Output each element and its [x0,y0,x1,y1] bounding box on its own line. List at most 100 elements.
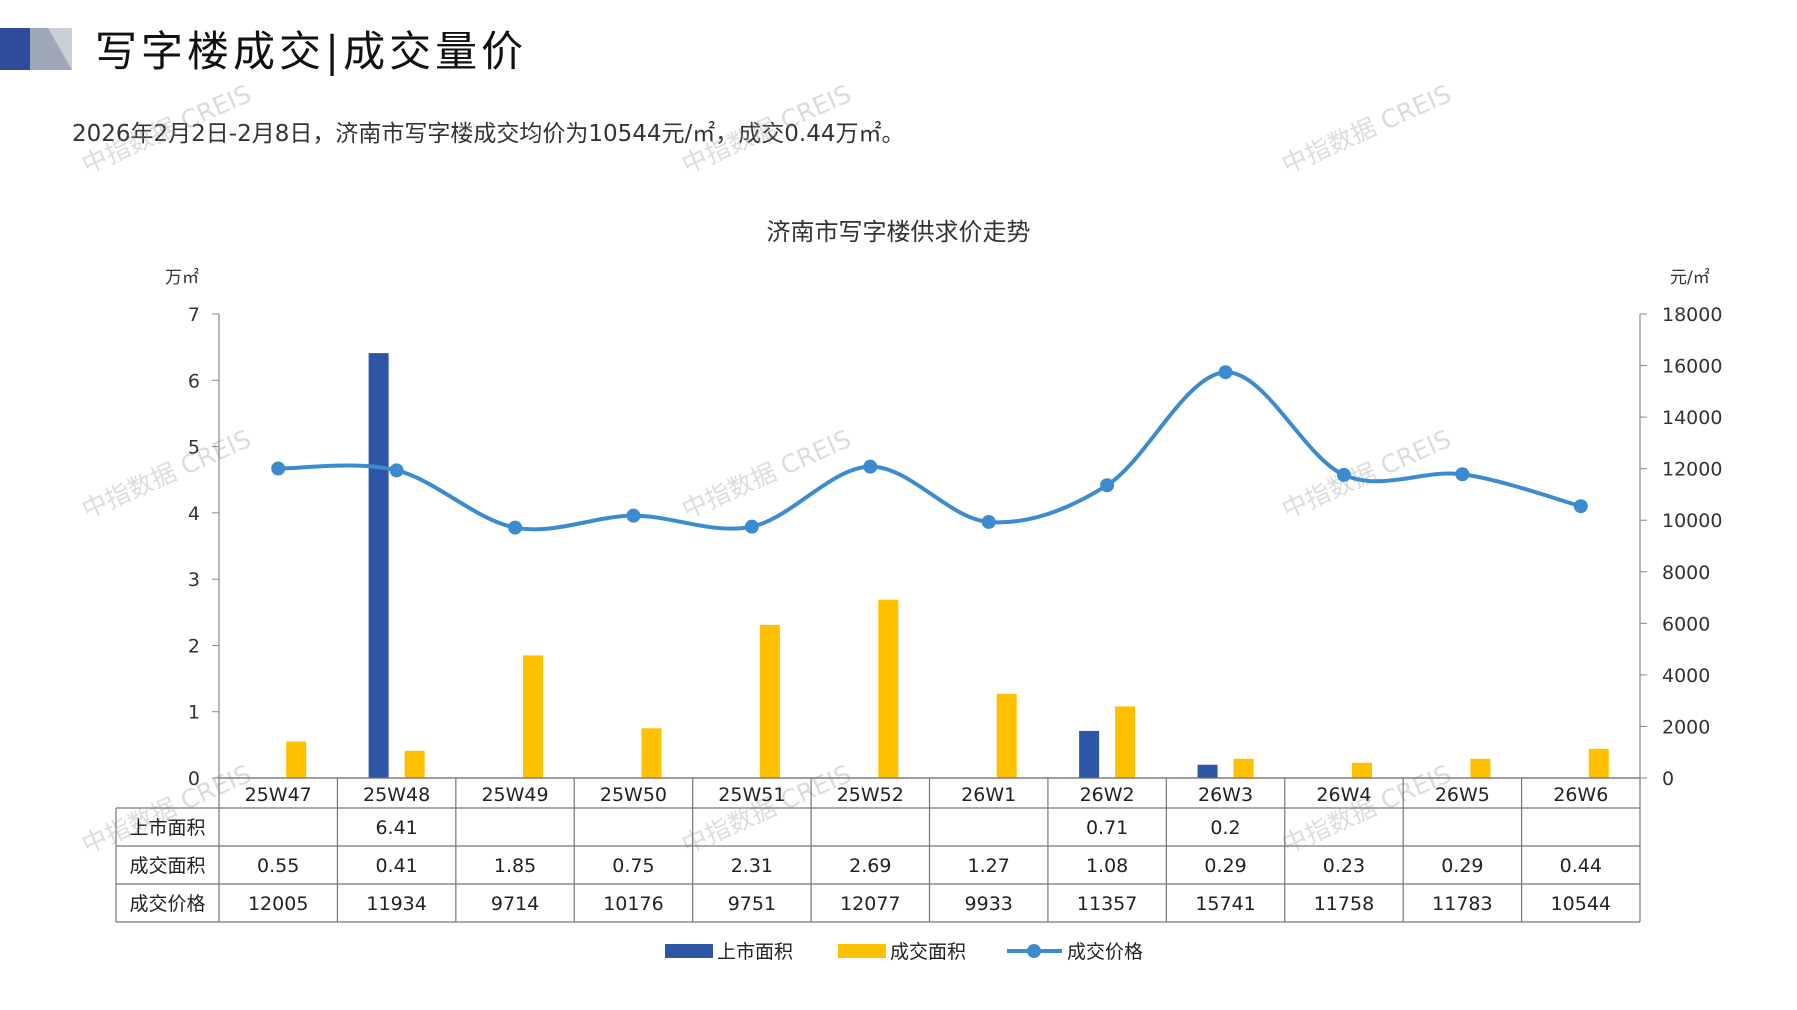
table-cell: 11357 [1077,893,1137,915]
table-cell: 9751 [728,893,776,915]
legend-label: 上市面积 [717,941,793,963]
table-cell: 0.55 [257,855,299,877]
x-category-label: 25W51 [718,784,785,806]
y-right-tick-label: 18000 [1662,304,1722,326]
price-point [1336,467,1351,482]
y-right-tick-label: 2000 [1662,716,1710,738]
price-point [508,520,523,535]
logo-mark [0,28,72,70]
chart-title: 济南市写字楼供求价走势 [766,218,1031,246]
price-point [626,508,641,523]
y-right-tick-label: 4000 [1662,665,1710,687]
bar-deal-area [641,728,662,778]
summary-text: 2026年2月2日-2月8日，济南市写字楼成交均价为10544元/㎡，成交0.4… [72,121,905,147]
y-right-tick-label: 10000 [1662,510,1722,532]
table-cell: 10176 [603,893,663,915]
y-right-tick-label: 12000 [1662,459,1722,481]
bar-deal-area [759,624,780,778]
x-category-label: 25W47 [245,784,312,806]
bar-deal-area [1115,706,1136,778]
x-category-label: 26W3 [1198,784,1253,806]
price-point [744,519,759,534]
price-line [278,370,1582,532]
x-category-label: 26W4 [1316,784,1371,806]
y-left-tick-label: 4 [188,503,200,525]
table-cell: 0.44 [1560,855,1602,877]
y-left-tick-label: 6 [188,370,200,392]
table-cell: 1.08 [1086,855,1128,877]
y-right-tick-label: 16000 [1662,356,1722,378]
y-left-tick-label: 0 [188,768,200,790]
x-category-label: 25W50 [600,784,667,806]
y-left-tick-label: 2 [188,635,200,657]
table-cell: 0.23 [1323,855,1365,877]
y-left-tick-label: 7 [188,304,200,326]
table-cell: 9933 [965,893,1013,915]
legend-label: 成交价格 [1067,941,1143,963]
table-cell: 1.85 [494,855,536,877]
table-cell: 0.71 [1086,817,1128,839]
table-cell: 0.29 [1441,855,1483,877]
table-cell: 11934 [366,893,426,915]
table-cell: 0.29 [1204,855,1246,877]
x-category-label: 26W5 [1435,784,1490,806]
bar-deal-area [404,750,425,778]
bar-deal-area [286,741,307,778]
price-point [271,461,286,476]
x-category-label: 26W1 [961,784,1016,806]
price-point [1218,365,1233,380]
y-left-tick-label: 3 [188,569,200,591]
bar-supply-area [368,353,389,778]
price-point [1455,467,1470,482]
x-category-label: 25W48 [363,784,430,806]
table-cell: 10544 [1551,893,1611,915]
y-right-unit: 元/㎡ [1670,268,1710,288]
y-right-tick-label: 14000 [1662,407,1722,429]
y-right-tick-label: 0 [1662,768,1674,790]
price-point [863,459,878,474]
table-cell: 2.31 [731,855,773,877]
legend-swatch-price-point [1027,944,1041,958]
page-header: 写字楼成交|成交量价 [0,0,1797,100]
table-cell: 1.27 [968,855,1010,877]
legend-label: 成交面积 [890,941,966,963]
table-cell: 0.2 [1210,817,1240,839]
price-point [1100,478,1115,493]
legend-swatch-deal-area [838,944,886,958]
price-point [1573,499,1588,514]
bar-deal-area [523,655,544,778]
table-cell: 15741 [1195,893,1255,915]
bar-deal-area [1588,748,1609,778]
bar-deal-area [878,599,899,778]
bar-deal-area [1233,758,1254,778]
price-point [389,463,404,478]
table-cell: 0.41 [375,855,417,877]
x-category-label: 26W2 [1080,784,1135,806]
bar-deal-area [996,693,1017,778]
bar-deal-area [1351,762,1372,778]
price-point [981,514,996,529]
bar-supply-area [1079,730,1100,778]
table-cell: 12077 [840,893,900,915]
table-cell: 11758 [1314,893,1374,915]
legend-swatch-supply [665,944,713,958]
y-right-tick-label: 8000 [1662,562,1710,584]
table-cell: 6.41 [375,817,417,839]
table-cell: 0.75 [612,855,654,877]
bar-supply-area [1197,764,1218,778]
x-category-label: 26W6 [1553,784,1608,806]
y-left-tick-label: 5 [188,437,200,459]
table-cell: 2.69 [849,855,891,877]
y-right-tick-label: 6000 [1662,613,1710,635]
table-cell: 12005 [248,893,308,915]
table-cell: 11783 [1432,893,1492,915]
table-row-label: 成交面积 [129,855,205,877]
x-category-label: 25W49 [481,784,548,806]
table-cell: 9714 [491,893,539,915]
y-left-tick-label: 1 [188,702,200,724]
page-title: 写字楼成交|成交量价 [95,27,528,76]
bar-deal-area [1470,758,1491,778]
x-category-label: 25W52 [837,784,904,806]
table-row-label: 上市面积 [129,817,205,839]
